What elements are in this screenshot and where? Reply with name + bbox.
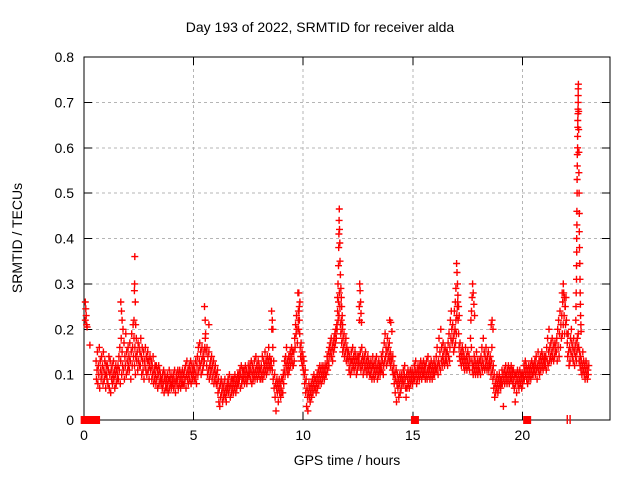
y-tick-label: 0.3 xyxy=(55,276,75,292)
y-tick-label: 0.2 xyxy=(55,321,75,337)
x-tick-label: 10 xyxy=(295,427,311,443)
tick-labels: 0 0.1 0.2 0.3 0.4 0.5 0.6 0.7 0.8 0 5 10 15 20 xyxy=(55,49,531,443)
y-tick-label: 0.4 xyxy=(55,231,75,247)
x-tick-label: 20 xyxy=(515,427,531,443)
y-tick-label: 0.6 xyxy=(55,140,75,156)
y-tick-label: 0.8 xyxy=(55,49,75,65)
y-tick-label: 0.1 xyxy=(55,367,75,383)
series-flagged-zero-ticks xyxy=(566,415,571,424)
y-tick-label: 0 xyxy=(66,412,74,428)
x-axis-label: GPS time / hours xyxy=(293,452,401,468)
series-srmtid xyxy=(81,80,593,415)
x-tick-label: 0 xyxy=(80,427,88,443)
y-tick-label: 0.7 xyxy=(55,94,75,110)
chart-title: Day 193 of 2022, SRMTID for receiver ald… xyxy=(185,19,455,35)
x-tick-label: 15 xyxy=(405,427,421,443)
x-tick-label: 5 xyxy=(190,427,198,443)
series-flagged-zero-squares xyxy=(80,416,532,424)
y-tick-label: 0.5 xyxy=(55,185,75,201)
